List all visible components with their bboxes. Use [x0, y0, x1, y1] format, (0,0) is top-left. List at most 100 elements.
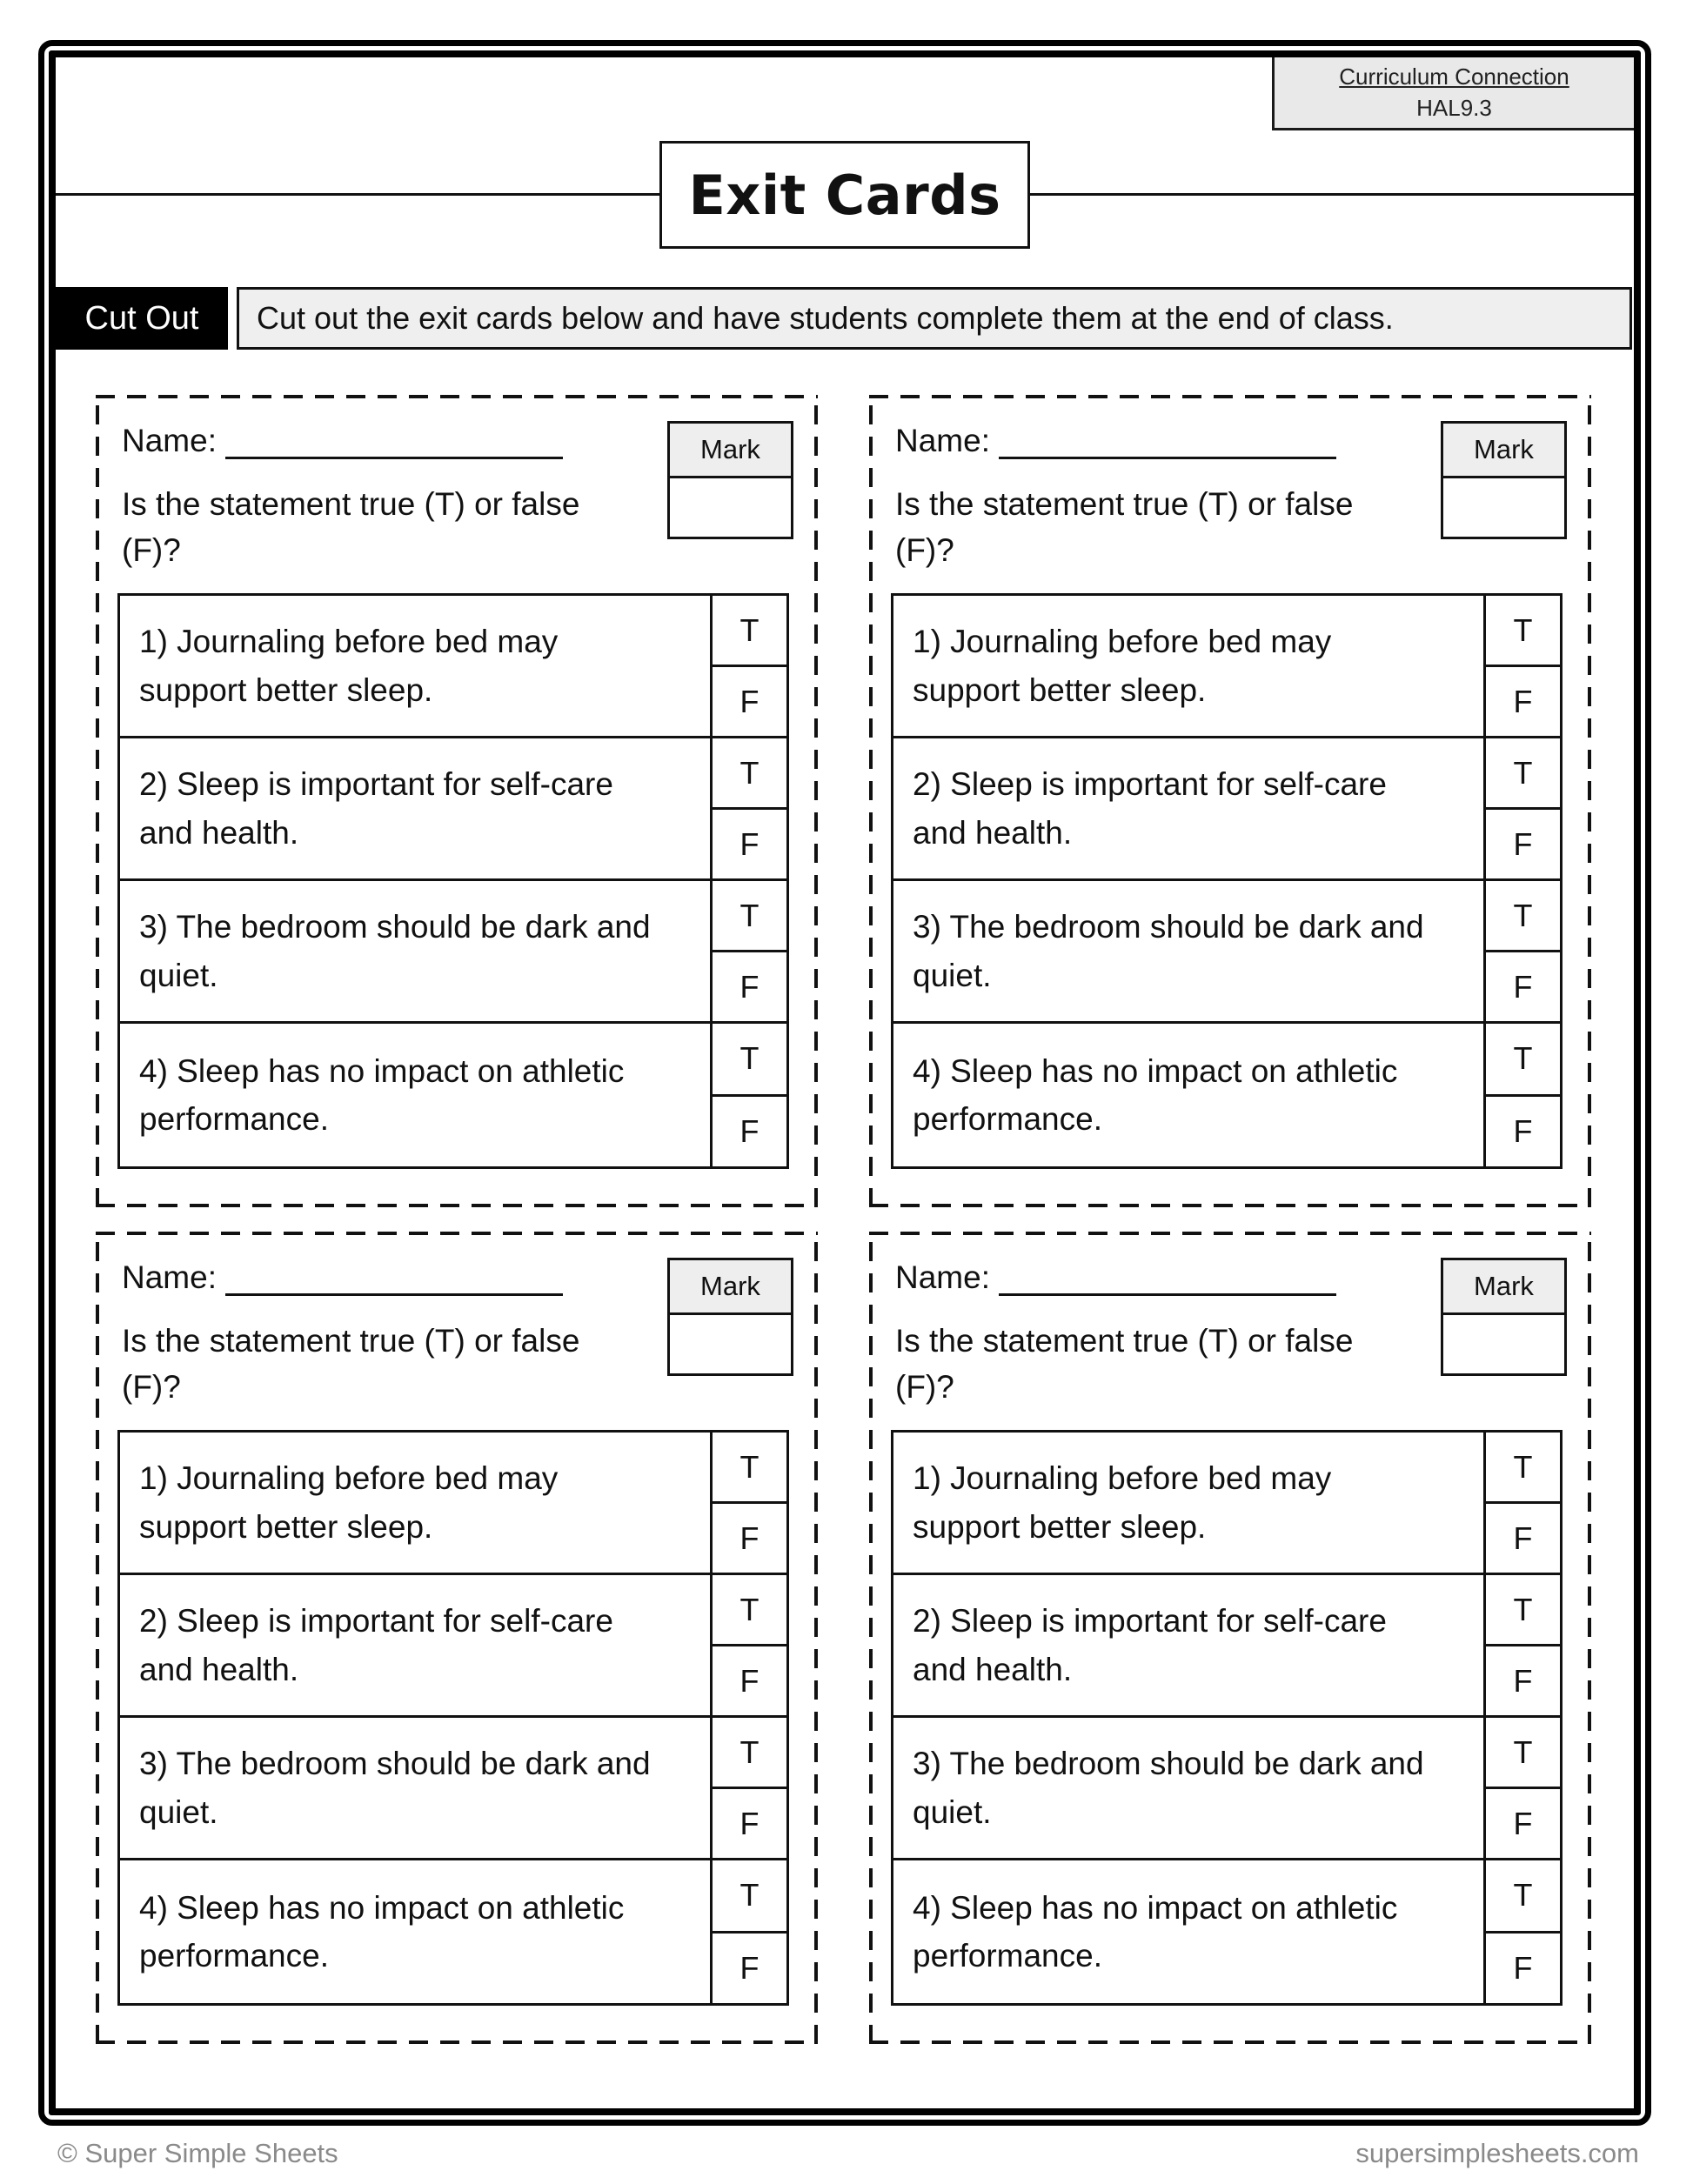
true-cell: T — [713, 1718, 786, 1789]
true-cell: T — [713, 1433, 786, 1504]
true-cell: T — [1486, 1860, 1560, 1934]
curriculum-connection-box: Curriculum Connection HAL9.3 — [1272, 57, 1634, 130]
false-cell: F — [739, 1805, 760, 1841]
statement-row: 2) Sleep is important for self-care and … — [893, 738, 1560, 881]
true-false-column: T F — [710, 1575, 786, 1715]
name-label: Name: — [895, 423, 990, 458]
false-cell: F — [739, 825, 760, 862]
mark-label: Mark — [667, 421, 793, 478]
true-false-column: T F — [1483, 1575, 1560, 1715]
true-cell: T — [713, 881, 786, 952]
false-cell: F — [1513, 968, 1533, 1005]
statement-text: 3) The bedroom should be dark and quiet. — [913, 909, 1424, 993]
card-prompt: Is the statement true (T) or false (F)? — [122, 1323, 580, 1405]
statement-row: 4) Sleep has no impact on athletic perfo… — [893, 1024, 1560, 1166]
true-false-column: T F — [1483, 596, 1560, 736]
exit-card: Name: Mark Is the statement true (T) or … — [96, 395, 818, 1207]
true-false-column: T F — [1483, 1718, 1560, 1858]
statement-text: 1) Journaling before bed may support bet… — [139, 1460, 559, 1545]
statement-text: 4) Sleep has no impact on athletic perfo… — [139, 1052, 625, 1138]
name-row: Name: — [895, 423, 1565, 459]
mark-label: Mark — [667, 1258, 793, 1315]
statement-text: 4) Sleep has no impact on athletic perfo… — [139, 1889, 625, 1974]
true-false-column: T F — [710, 1860, 786, 2003]
statement-row: 2) Sleep is important for self-care and … — [120, 1575, 786, 1718]
statements-table: 1) Journaling before bed may support bet… — [891, 1430, 1563, 2006]
name-row: Name: — [895, 1259, 1565, 1296]
statement-row: 2) Sleep is important for self-care and … — [120, 738, 786, 881]
mark-label: Mark — [1441, 1258, 1567, 1315]
name-label: Name: — [895, 1259, 990, 1295]
true-cell: T — [1486, 1718, 1560, 1789]
true-false-column: T F — [710, 1718, 786, 1858]
statement-text: 1) Journaling before bed may support bet… — [139, 624, 559, 708]
card-prompt: Is the statement true (T) or false (F)? — [122, 486, 580, 568]
false-cell: F — [1513, 1805, 1533, 1841]
name-blank-line — [998, 1259, 1336, 1296]
mark-box: Mark — [1441, 421, 1567, 539]
statement-text: 3) The bedroom should be dark and quiet. — [139, 909, 651, 993]
true-cell: T — [713, 1860, 786, 1934]
true-cell: T — [1486, 738, 1560, 810]
curriculum-code: HAL9.3 — [1416, 95, 1492, 121]
exit-card: Name: Mark Is the statement true (T) or … — [96, 1232, 818, 2044]
true-false-column: T F — [710, 1024, 786, 1166]
statement-text: 1) Journaling before bed may support bet… — [913, 624, 1332, 708]
true-cell: T — [1486, 1433, 1560, 1504]
mark-label: Mark — [1441, 421, 1567, 478]
mark-box: Mark — [667, 421, 793, 539]
true-cell: T — [1486, 881, 1560, 952]
true-cell: T — [1486, 1024, 1560, 1097]
statement-row: 2) Sleep is important for self-care and … — [893, 1575, 1560, 1718]
cut-out-instruction: Cut out the exit cards below and have st… — [237, 287, 1632, 350]
statement-row: 4) Sleep has no impact on athletic perfo… — [120, 1024, 786, 1166]
false-cell: F — [739, 1112, 760, 1149]
statement-text: 4) Sleep has no impact on athletic perfo… — [913, 1052, 1398, 1138]
mark-empty-cell — [1441, 1315, 1567, 1376]
true-cell: T — [713, 1575, 786, 1646]
statements-table: 1) Journaling before bed may support bet… — [117, 593, 789, 1169]
false-cell: F — [739, 1519, 760, 1556]
page-footer: © Super Simple Sheets supersimplesheets.… — [57, 2138, 1639, 2169]
statement-row: 4) Sleep has no impact on athletic perfo… — [120, 1860, 786, 2003]
false-cell: F — [739, 1662, 760, 1699]
true-false-column: T F — [1483, 738, 1560, 878]
true-cell: T — [713, 1024, 786, 1097]
exit-card: Name: Mark Is the statement true (T) or … — [869, 1232, 1591, 2044]
statement-text: 2) Sleep is important for self-care and … — [139, 1603, 613, 1687]
false-cell: F — [1513, 1112, 1533, 1149]
card-prompt: Is the statement true (T) or false (F)? — [895, 1323, 1354, 1405]
exit-cards-grid: Name: Mark Is the statement true (T) or … — [96, 395, 1591, 2044]
true-false-column: T F — [710, 596, 786, 736]
true-false-column: T F — [710, 1433, 786, 1573]
false-cell: F — [1513, 683, 1533, 719]
false-cell: F — [739, 683, 760, 719]
statement-text: 2) Sleep is important for self-care and … — [139, 766, 613, 851]
statements-table: 1) Journaling before bed may support bet… — [891, 593, 1563, 1169]
name-blank-line — [998, 423, 1336, 459]
name-blank-line — [224, 1259, 563, 1296]
statement-row: 1) Journaling before bed may support bet… — [120, 596, 786, 738]
false-cell: F — [1513, 1949, 1533, 1986]
true-false-column: T F — [1483, 881, 1560, 1021]
curriculum-connection-label: Curriculum Connection — [1339, 63, 1569, 90]
true-cell: T — [713, 738, 786, 810]
true-false-column: T F — [1483, 1433, 1560, 1573]
true-cell: T — [1486, 596, 1560, 667]
footer-copyright: © Super Simple Sheets — [57, 2138, 338, 2168]
cut-out-bar: Cut Out Cut out the exit cards below and… — [56, 287, 1632, 350]
statement-row: 3) The bedroom should be dark and quiet.… — [893, 881, 1560, 1024]
true-false-column: T F — [710, 881, 786, 1021]
mark-empty-cell — [1441, 478, 1567, 539]
name-row: Name: — [122, 423, 792, 459]
name-label: Name: — [122, 423, 217, 458]
footer-website: supersimplesheets.com — [1355, 2138, 1639, 2168]
name-blank-line — [224, 423, 563, 459]
true-false-column: T F — [710, 738, 786, 878]
false-cell: F — [739, 968, 760, 1005]
false-cell: F — [1513, 1662, 1533, 1699]
statement-text: 4) Sleep has no impact on athletic perfo… — [913, 1889, 1398, 1974]
page-outer-border: Curriculum Connection HAL9.3 Exit Cards … — [38, 40, 1651, 2126]
false-cell: F — [739, 1949, 760, 1986]
statement-row: 4) Sleep has no impact on athletic perfo… — [893, 1860, 1560, 2003]
